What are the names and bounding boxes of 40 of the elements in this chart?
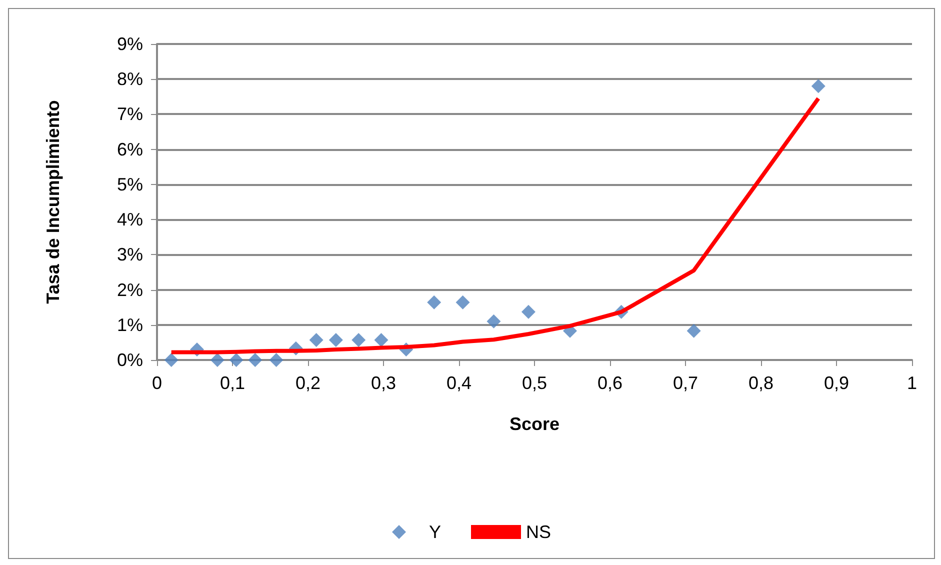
point bbox=[486, 314, 501, 328]
x-axis-title: Score bbox=[509, 414, 560, 434]
point bbox=[248, 353, 262, 367]
y-tick-label: 3% bbox=[116, 244, 143, 265]
x-tick-label: 0,5 bbox=[522, 373, 548, 393]
point bbox=[374, 332, 388, 347]
y-tick-label: 2% bbox=[116, 280, 143, 300]
y-tick-label: 6% bbox=[116, 139, 143, 160]
x-tick-label: 0,9 bbox=[824, 373, 850, 393]
y-tick-label: 5% bbox=[116, 174, 143, 194]
x-tick-label: 0,4 bbox=[446, 373, 472, 393]
x-tick-label: 0,2 bbox=[295, 373, 321, 393]
y-tick-label: 0% bbox=[116, 350, 143, 370]
point bbox=[269, 353, 284, 367]
y-tick-label: 1% bbox=[116, 314, 143, 335]
legend-label: NS bbox=[526, 522, 552, 542]
point bbox=[456, 295, 470, 310]
y-axis-title: Tasa de Incumplimiento bbox=[43, 100, 63, 304]
x-tick-label: 0,3 bbox=[370, 373, 396, 393]
point bbox=[328, 332, 343, 347]
x-tick-label: 0 bbox=[152, 373, 162, 393]
legend-label: Y bbox=[428, 522, 442, 542]
x-tick-label: 0,7 bbox=[672, 373, 698, 393]
point bbox=[164, 353, 178, 367]
point bbox=[210, 353, 224, 367]
x-tick-label: 1 bbox=[906, 373, 918, 393]
y-tick-label: 4% bbox=[116, 210, 143, 230]
y-tick-label: 9% bbox=[116, 34, 143, 54]
point bbox=[309, 332, 324, 347]
point bbox=[427, 295, 442, 310]
y-tick-label: 7% bbox=[116, 104, 143, 124]
point bbox=[521, 304, 536, 319]
y-tick-label: 8% bbox=[116, 69, 143, 90]
x-tick-label: 0,6 bbox=[597, 373, 623, 393]
point bbox=[686, 324, 701, 338]
x-tick-label: 0,8 bbox=[748, 373, 774, 393]
point bbox=[811, 79, 826, 94]
point bbox=[352, 332, 366, 347]
x-tick-label: 0,1 bbox=[220, 373, 246, 393]
point bbox=[229, 353, 244, 367]
